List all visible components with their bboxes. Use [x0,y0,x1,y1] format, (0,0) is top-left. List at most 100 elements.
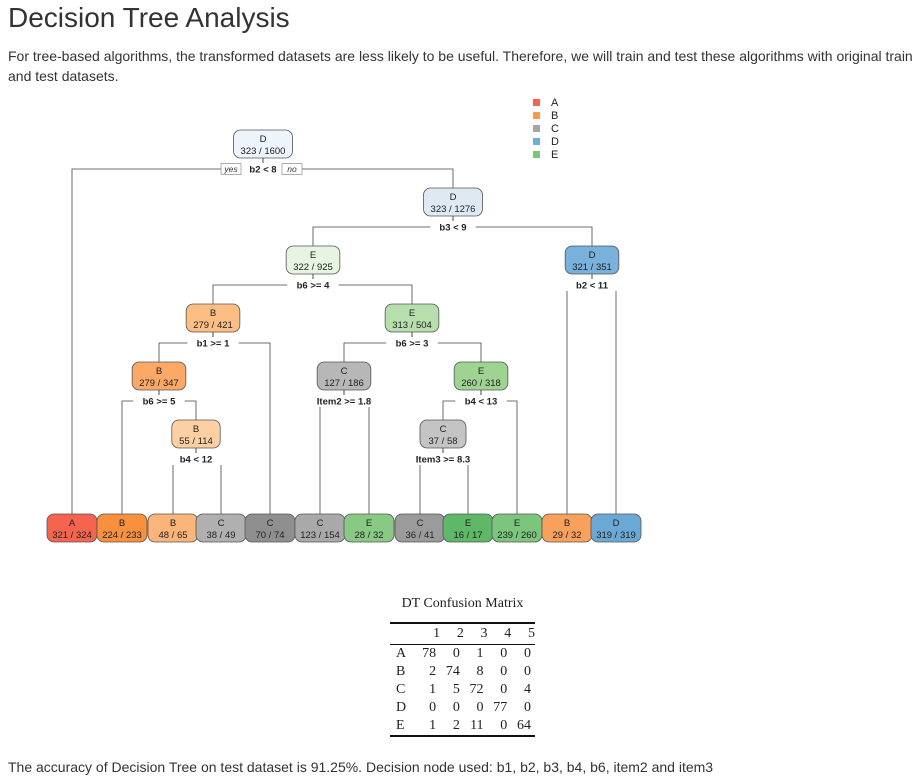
edge-n19-l10 [480,390,518,514]
node-class: E [478,366,484,377]
node-box [316,361,372,391]
split-bg-n19 [455,395,507,407]
split-bg-root [240,163,286,175]
node-fraction: 321 / 351 [572,262,612,273]
node-fraction: 279 / 421 [193,320,233,331]
node-box [171,419,221,449]
leaf-node-l3: B48 / 65 [147,513,199,543]
legend-label-d: D [551,136,559,148]
yes-tag-label: yes [223,164,238,174]
cm-cell: 8 [476,664,484,679]
split-bg-n18 [302,395,386,407]
cm-row: A 78 0 1 0 0 [390,645,535,664]
node-fraction: 239 / 260 [497,530,537,541]
cm-col-header: 4 [487,622,512,645]
edge-root-l1 [71,158,264,514]
split-label-n38: Item3 >= 8.3 [416,455,470,466]
cm-cell: 4 [524,682,531,697]
node-class: B [170,518,176,529]
split-bg-n4 [287,279,339,291]
legend-label-a: A [551,97,559,109]
node-class: E [514,518,520,529]
node-fraction: 260 / 318 [461,378,501,389]
cm-cell: 77 [493,700,508,715]
legend-swatch-e [533,151,540,158]
node-class: D [260,134,267,145]
node-box [453,361,509,391]
cm-col-header: 1 [416,622,441,645]
node-class: D [613,518,620,529]
cm-cell: 64 [511,717,535,737]
edge-n18-l6 [319,390,345,514]
cm-cell: 0 [500,664,508,679]
node-fraction: 323 / 1600 [241,146,286,157]
split-label-n5: b2 < 11 [576,281,609,292]
split-bg-n9 [386,337,438,349]
cm-cell: 0 [487,717,512,737]
node-box [564,245,620,275]
leaf-node-l9: E16 / 17 [442,513,494,543]
node-fraction: 16 / 17 [453,530,482,541]
node-class: B [210,308,216,319]
cm-cell: 2 [429,664,437,679]
node-fraction: 313 / 504 [392,320,432,331]
cm-cell: 72 [469,682,484,697]
node-fraction: 29 / 32 [552,530,581,541]
cm-cell: 0 [452,700,460,715]
leaf-node-l8: C36 / 41 [394,513,446,543]
node-class: B [156,366,162,377]
cm-row-label: E [390,717,417,737]
leaf-node-l7: E28 / 32 [343,513,395,543]
node-class: D [589,250,596,261]
node-fraction: 36 / 41 [405,530,434,541]
cm-row: C 1 5 72 0 4 [390,681,535,699]
split-bg-n5 [566,279,618,291]
cm-cell: 0 [524,646,531,661]
split-label-n33: b4 < 12 [180,455,212,466]
leaf-node-l11: B29 / 32 [541,513,593,543]
legend-swatch-d [533,138,540,145]
legend-label-e: E [551,149,558,161]
cm-row-label: A [396,646,407,661]
cm-cell: 0 [500,682,508,697]
node-class: C [317,518,324,529]
cm-cell: 0 [429,700,437,715]
node-fraction: 321 / 324 [52,530,92,541]
node-fraction: 224 / 233 [102,530,142,541]
page-title: Decision Tree Analysis [8,2,290,33]
cm-cell: 74 [445,664,460,679]
node-class: D [450,192,457,203]
tree-edges [71,158,617,514]
node-class: A [69,518,76,529]
node-class: C [417,518,424,529]
node-box [384,303,440,333]
node-fraction: 48 / 65 [158,530,187,541]
cm-cell: 1 [476,646,484,661]
leaf-node-l4: C38 / 49 [195,513,247,543]
cm-cell: 0 [524,664,531,679]
node-box [233,129,293,159]
cm-row-label: B [396,664,406,679]
node-box [185,303,241,333]
legend-swatch-b [533,112,540,119]
accuracy-statement: The accuracy of Decision Tree on test da… [8,759,714,775]
split-label-n8: b1 >= 1 [197,339,230,350]
cm-row-label: D [396,700,407,715]
cm-cell: 0 [524,700,531,715]
legend-swatch-a [533,99,540,106]
node-fraction: 55 / 114 [179,436,213,447]
tree-node-n38: C37 / 58 [419,419,467,449]
